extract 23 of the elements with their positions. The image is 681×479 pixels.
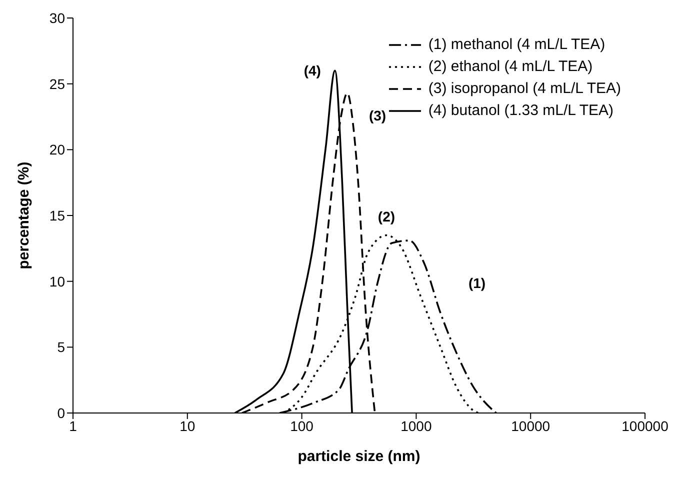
y-tick-label: 5 [57,339,66,356]
annotation: (3) [368,107,386,124]
legend-label: (2) ethanol (4 mL/L TEA) [428,57,593,77]
x-tick-label: 10000 [511,418,550,434]
annotation: (4) [304,62,321,79]
legend-label: (4) butanol (1.33 mL/L TEA) [428,101,614,121]
y-tick-label: 0 [57,404,66,421]
y-tick-label: 20 [49,142,66,158]
y-tick-label: 30 [49,10,66,26]
y-axis-title: percentage (%) [15,162,32,270]
legend-label: (3) isopropanol (4 mL/L TEA) [428,79,621,99]
x-tick-label: 100000 [622,418,669,434]
annotation: (2) [378,208,396,224]
y-tick-label: 10 [49,273,66,290]
x-tick-label: 10 [180,418,196,434]
x-tick-label: 1000 [400,418,432,434]
annotation: (1) [468,274,486,291]
x-axis-title: particle size (nm) [298,448,420,465]
y-tick-label: 15 [49,207,66,224]
y-tick-label: 25 [49,76,66,92]
x-tick-label: 100 [290,418,314,434]
x-tick-label: 1 [69,418,78,434]
legend-label: (1) methanol (4 mL/L TEA) [428,35,606,55]
